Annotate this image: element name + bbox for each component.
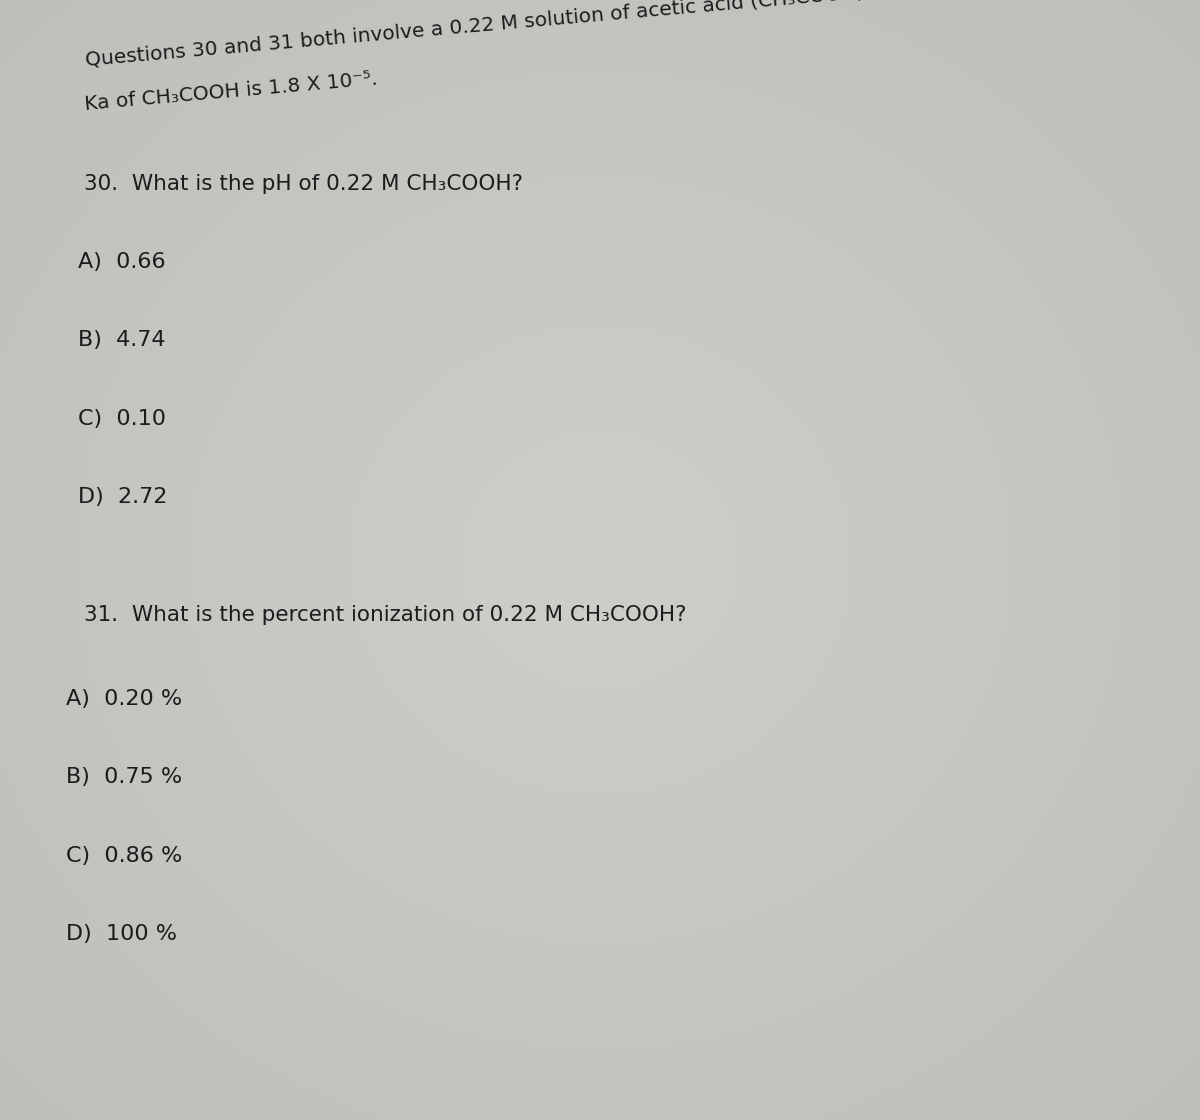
Text: C)  0.10: C) 0.10 [78, 409, 166, 429]
Text: B)  4.74: B) 4.74 [78, 330, 166, 351]
Text: Questions 30 and 31 both involve a 0.22 M solution of acetic acid (CH₃COOH).  Th: Questions 30 and 31 both involve a 0.22 … [84, 0, 920, 69]
Text: D)  2.72: D) 2.72 [78, 487, 167, 507]
Text: Ka of CH₃COOH is 1.8 X 10⁻⁵.: Ka of CH₃COOH is 1.8 X 10⁻⁵. [84, 69, 379, 114]
Text: B)  0.75 %: B) 0.75 % [66, 767, 182, 787]
Text: 31.  What is the percent ionization of 0.22 M CH₃COOH?: 31. What is the percent ionization of 0.… [84, 605, 686, 625]
Text: 30.  What is the pH of 0.22 M CH₃COOH?: 30. What is the pH of 0.22 M CH₃COOH? [84, 174, 523, 194]
Text: C)  0.86 %: C) 0.86 % [66, 846, 182, 866]
Text: A)  0.20 %: A) 0.20 % [66, 689, 182, 709]
Text: A)  0.66: A) 0.66 [78, 252, 166, 272]
Text: D)  100 %: D) 100 % [66, 924, 178, 944]
